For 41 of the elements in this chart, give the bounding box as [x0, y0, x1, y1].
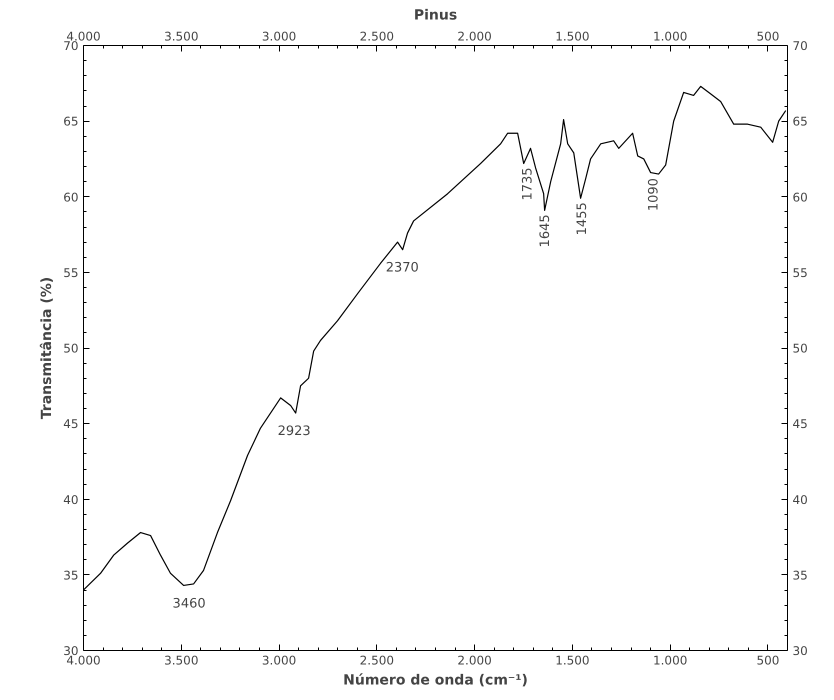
y2-tick-label: 30 [792, 644, 808, 658]
x-tick-label: 3.500 [164, 30, 198, 44]
y2-tick-label: 70 [792, 39, 808, 53]
y-axis-title: Transmitância (%) [39, 276, 56, 420]
y-tick-label: 65 [63, 114, 79, 129]
y-tick-label: 40 [63, 492, 79, 507]
y-tick-label: 35 [63, 568, 79, 582]
y2-tick-label: 65 [792, 114, 808, 129]
x2-tick-label: 2.000 [457, 654, 492, 668]
annotation: 2923 [278, 424, 311, 440]
x2-tick-label: 3.000 [262, 654, 296, 668]
annotation: 1645 [538, 214, 554, 248]
y2-tick-label: 35 [792, 568, 808, 582]
x-tick-label: 2.000 [457, 30, 492, 44]
x-tick-label: 2.500 [360, 30, 394, 44]
y-tick-label: 70 [63, 39, 79, 53]
annotation: 2370 [386, 260, 419, 276]
y-tick-label: 60 [63, 190, 79, 204]
x-tick-label: 1.000 [652, 30, 688, 44]
x-tick-label: 500 [756, 30, 780, 44]
y2-tick-label: 40 [792, 492, 808, 507]
x-tick-label: 1.500 [555, 30, 590, 44]
annotation: 1090 [646, 178, 662, 212]
y2-tick-label: 50 [792, 342, 808, 356]
y2-tick-label: 60 [792, 190, 808, 204]
annotation: 1735 [520, 167, 536, 201]
x2-tick-label: 3.500 [164, 654, 198, 668]
x2-tick-label: 2.500 [360, 654, 394, 668]
y-tick-label: 45 [63, 417, 79, 432]
annotation: 3460 [172, 596, 206, 612]
x2-tick-label: 500 [756, 654, 780, 668]
x2-tick-label: 1.000 [652, 654, 688, 668]
y-tick-label: 50 [63, 342, 79, 356]
annotation: 1455 [575, 202, 590, 236]
x-axis-title: Número de onda (cm⁻¹) [343, 672, 528, 688]
chart-title: Pinus [414, 8, 458, 24]
x2-tick-label: 1.500 [555, 654, 590, 668]
y-tick-label: 55 [63, 266, 79, 280]
y2-tick-label: 55 [792, 266, 808, 280]
y2-tick-label: 45 [792, 417, 808, 432]
x-tick-label: 3.000 [262, 30, 296, 44]
